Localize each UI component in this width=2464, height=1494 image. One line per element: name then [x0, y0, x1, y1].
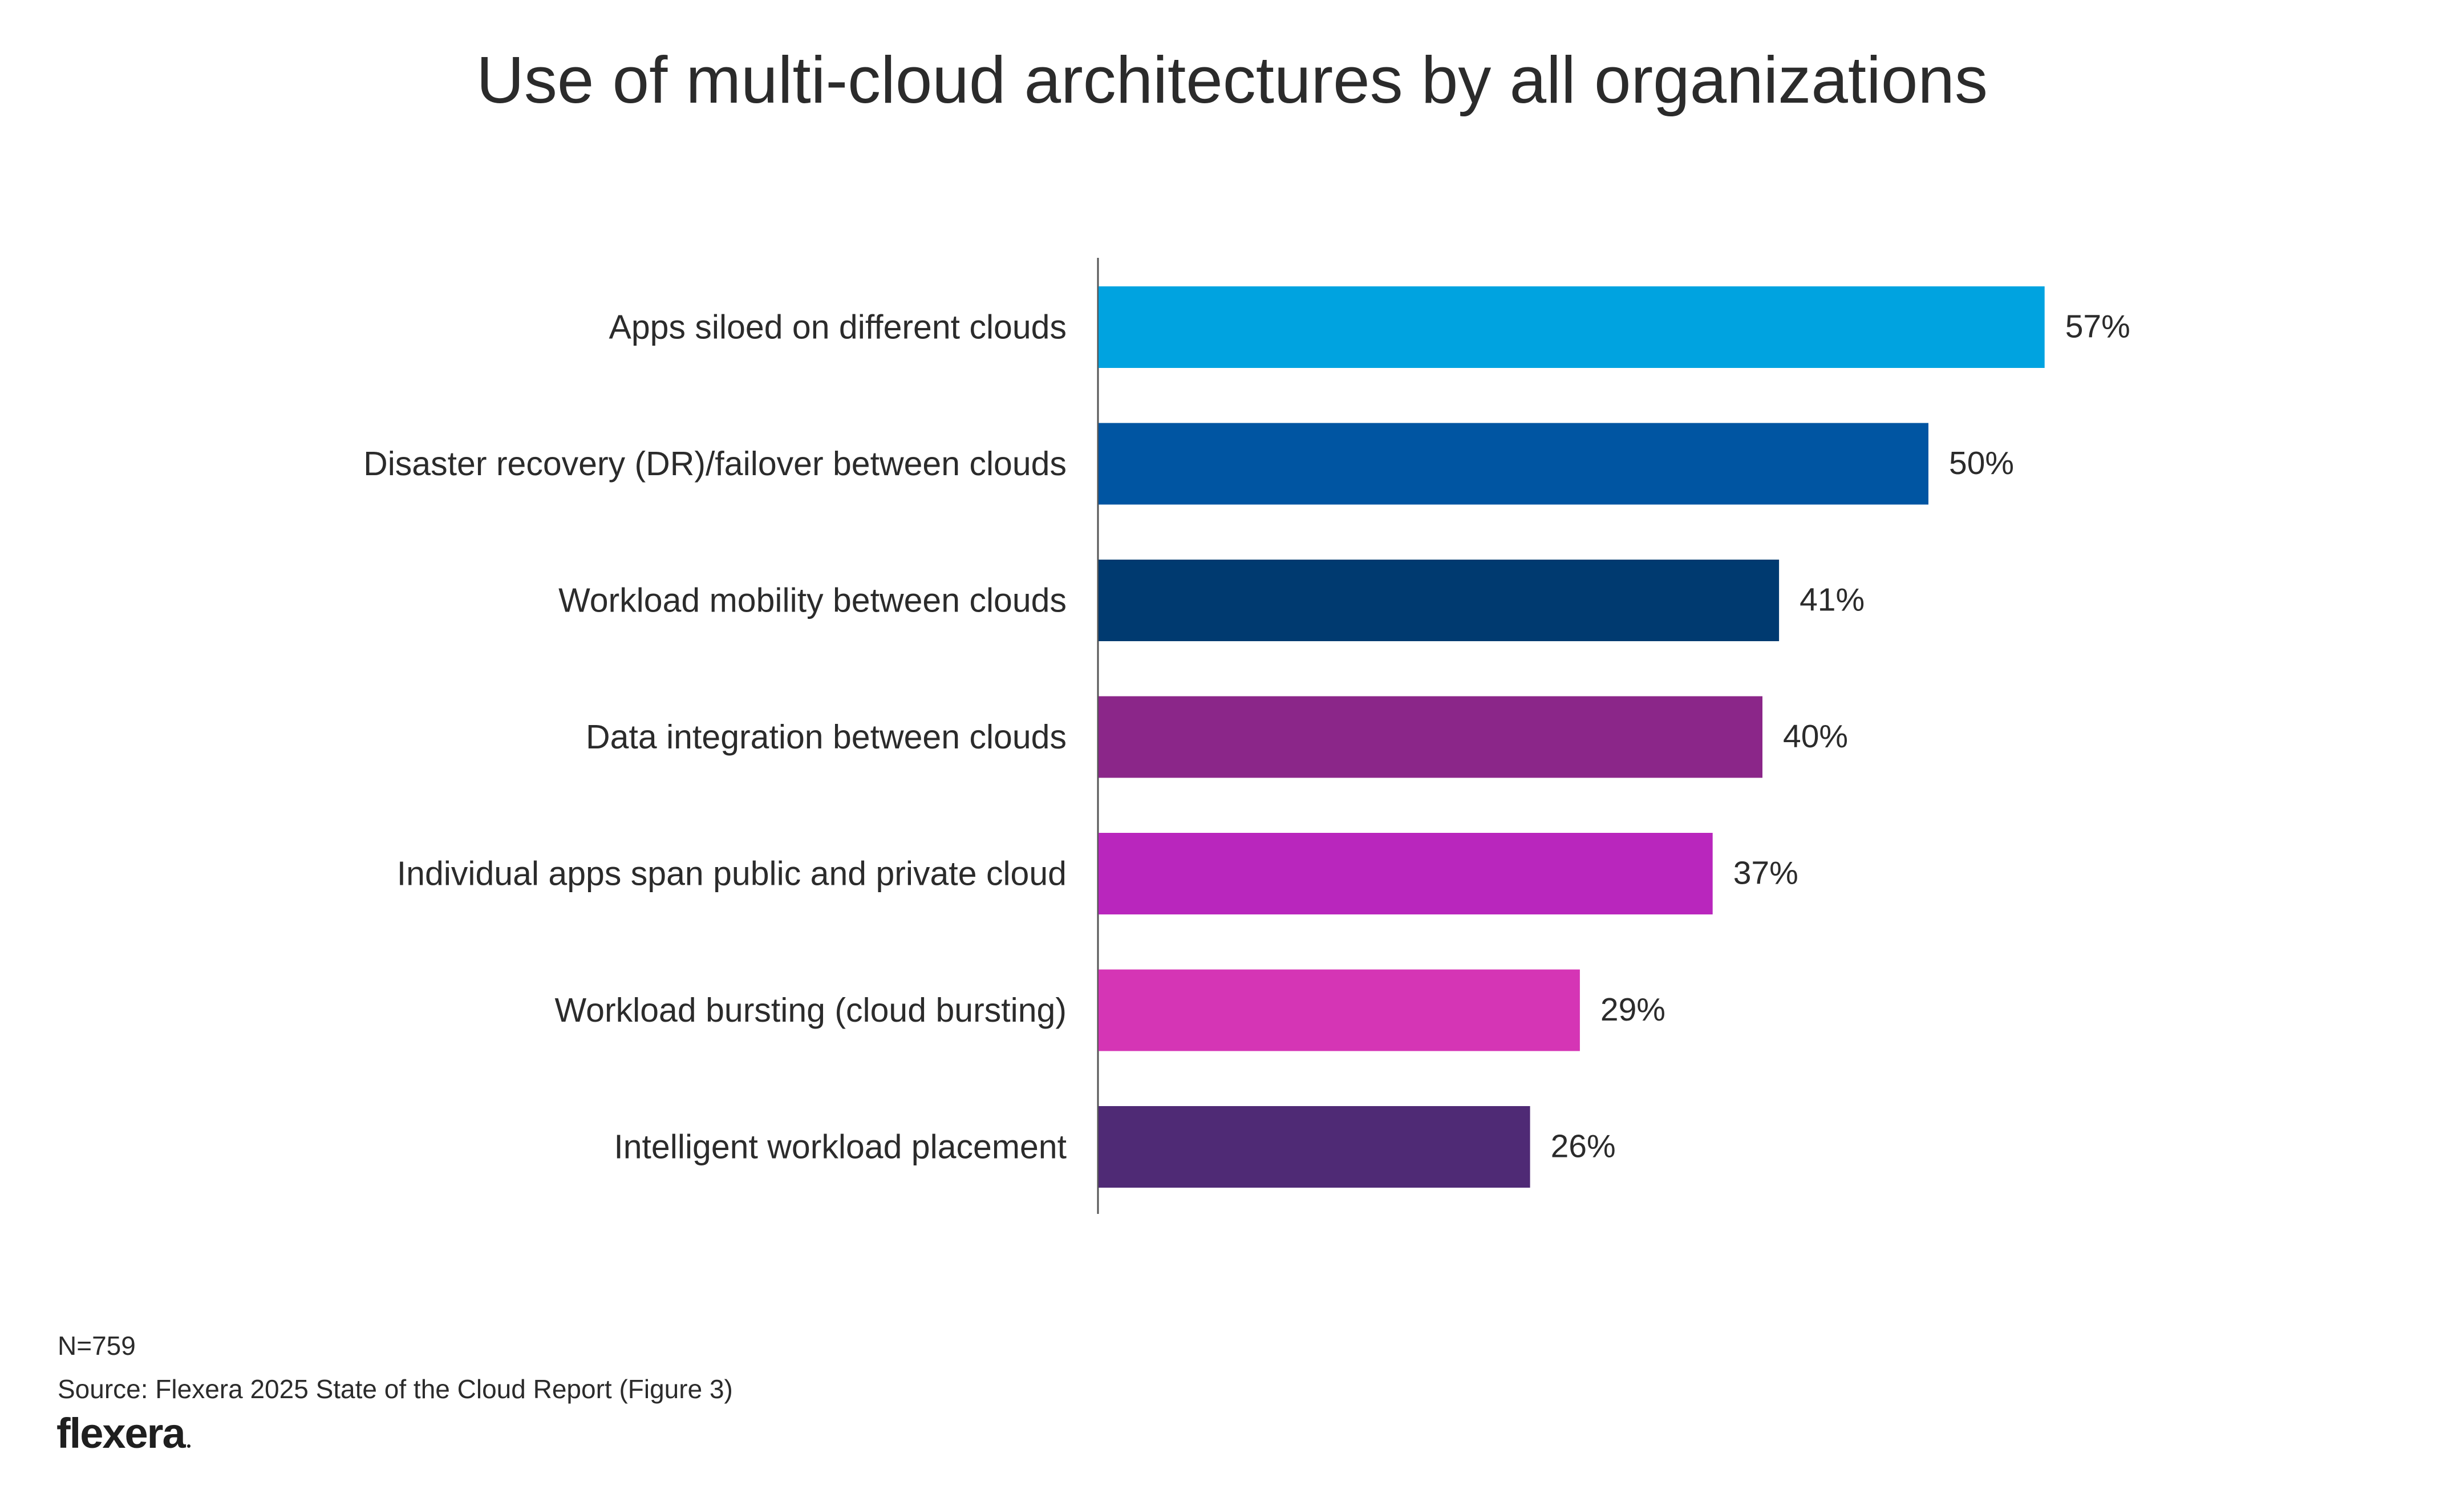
- value-label-4: 40%: [1783, 718, 1848, 755]
- bar-2: [1099, 423, 1928, 505]
- category-label-3: Workload mobility between clouds: [558, 582, 1067, 620]
- logo-dot-icon: [187, 1444, 191, 1448]
- value-label-2: 50%: [1949, 445, 2014, 481]
- category-label-7: Intelligent workload placement: [614, 1128, 1067, 1166]
- value-label-6: 29%: [1600, 991, 1665, 1028]
- bar-3: [1099, 560, 1780, 641]
- chart-title: Use of multi-cloud architectures by all …: [476, 43, 1988, 117]
- value-label-5: 37%: [1733, 855, 1798, 892]
- bars-group: Apps siloed on different clouds 57% Disast…: [363, 286, 2130, 1188]
- category-label-6: Workload bursting (cloud bursting): [555, 991, 1067, 1029]
- bar-5: [1099, 833, 1713, 914]
- value-label-3: 41%: [1800, 582, 1865, 618]
- category-label-4: Data integration between clouds: [586, 718, 1067, 756]
- category-label-2: Disaster recovery (DR)/failover between …: [363, 445, 1067, 483]
- source-note: Source: Flexera 2025 State of the Cloud …: [58, 1374, 733, 1404]
- flexera-logo-text: flexera: [56, 1410, 186, 1457]
- bar-7: [1099, 1106, 1530, 1188]
- flexera-logo: flexera: [56, 1409, 191, 1457]
- category-label-5: Individual apps span public and private …: [397, 855, 1067, 893]
- sample-size-note: N=759: [58, 1331, 136, 1361]
- bar-4: [1099, 696, 1762, 778]
- value-label-7: 26%: [1551, 1128, 1616, 1165]
- bar-1: [1099, 286, 2045, 368]
- value-label-1: 57%: [2065, 309, 2130, 345]
- category-label-1: Apps siloed on different clouds: [609, 309, 1067, 346]
- bar-6: [1099, 969, 1580, 1051]
